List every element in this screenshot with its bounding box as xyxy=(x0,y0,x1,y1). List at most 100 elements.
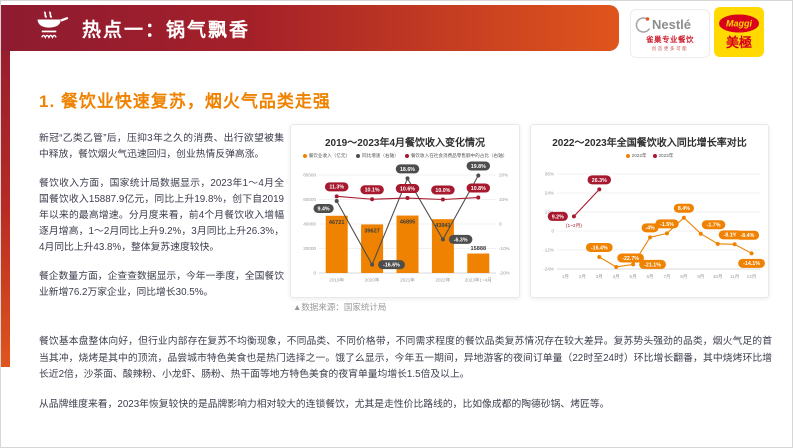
svg-text:-21.1%: -21.1% xyxy=(644,262,661,268)
nestle-tagline: 创造更多可能 xyxy=(651,46,689,51)
legend-item: 餐饮业收入（亿元） xyxy=(302,153,351,159)
svg-text:43941: 43941 xyxy=(435,223,451,229)
svg-text:46895: 46895 xyxy=(400,220,416,226)
legend-item: 2023年 xyxy=(652,153,674,159)
legend-label: 同比增速（右轴） xyxy=(362,153,399,158)
intro-column: 新冠“乙类乙管”后，压抑3年之久的消费、出行欲望被集中释放，餐饮烟火气迅速回归，… xyxy=(39,131,284,314)
svg-text:10.6%: 10.6% xyxy=(400,186,415,192)
svg-text:-1.5%: -1.5% xyxy=(660,222,674,228)
svg-text:6月: 6月 xyxy=(646,274,653,280)
svg-text:2021年: 2021年 xyxy=(400,277,415,284)
svg-text:46721: 46721 xyxy=(329,220,345,226)
revenue-change-chart-card: 2019～2023年4月餐饮收入变化情况 餐饮业收入（亿元） 同比增速（右轴） 餐饮… xyxy=(290,124,520,298)
header-banner: 热点一：锅气飘香 xyxy=(1,5,619,51)
svg-text:-16.4%: -16.4% xyxy=(591,245,608,251)
svg-text:2020年: 2020年 xyxy=(365,277,380,284)
legend-item: 餐饮收入在社会消费品零售额中的占比（右轴） xyxy=(404,153,508,159)
svg-text:-8.4%: -8.4% xyxy=(740,233,754,239)
svg-text:-1.7%: -1.7% xyxy=(707,223,721,229)
legend-item: 2022年 xyxy=(625,153,647,159)
svg-text:26.3%: 26.3% xyxy=(592,178,607,184)
svg-text:10.8%: 10.8% xyxy=(471,186,486,192)
legend-dot xyxy=(652,154,657,158)
svg-text:10月: 10月 xyxy=(713,274,723,280)
legend-item: 同比增速（右轴） xyxy=(356,153,399,159)
wok-icon xyxy=(35,11,69,45)
left-accent-bar xyxy=(1,5,10,367)
intro-paragraph: 餐饮收入方面，国家统计局数据显示，2023年1～4月全国餐饮收入15887.9亿… xyxy=(39,177,284,253)
svg-text:-4%: -4% xyxy=(645,226,655,232)
svg-text:5月: 5月 xyxy=(630,274,637,280)
svg-text:2月: 2月 xyxy=(579,274,586,280)
svg-text:39627: 39627 xyxy=(364,228,380,234)
data-source-caption: ▲数据来源：国家统计局 xyxy=(293,302,387,312)
maggi-wordmark: Maggi xyxy=(726,18,752,28)
svg-text:20000: 20000 xyxy=(303,246,316,251)
svg-text:9.4%: 9.4% xyxy=(318,206,330,212)
svg-text:0: 0 xyxy=(313,271,316,276)
maggi-cn-label: 美極 xyxy=(725,34,752,50)
svg-text:9月: 9月 xyxy=(697,274,704,280)
svg-text:0: 0 xyxy=(551,229,554,234)
svg-text:40000: 40000 xyxy=(303,222,316,227)
svg-text:60000: 60000 xyxy=(303,197,316,202)
svg-text:(1~2月): (1~2月) xyxy=(566,223,583,229)
maggi-oval-graphic: Maggi xyxy=(719,14,759,32)
revenue-change-chart: 80000 20% 60000 10% 40000 0 20000 -10% 0 -20% 4672… xyxy=(303,161,510,284)
svg-text:10%: 10% xyxy=(499,197,508,202)
nestle-wordmark: Nestlé xyxy=(652,17,691,32)
svg-text:-20%: -20% xyxy=(499,271,510,276)
svg-text:15888: 15888 xyxy=(471,246,487,252)
svg-text:12%: 12% xyxy=(545,210,554,215)
svg-text:36%: 36% xyxy=(545,172,554,177)
svg-text:24%: 24% xyxy=(545,191,554,196)
nestle-wordmark-graphic: Nestlé xyxy=(635,17,691,33)
svg-text:80000: 80000 xyxy=(303,173,316,178)
nestle-logo: Nestlé 雀巢专业餐饮 创造更多可能 xyxy=(630,9,710,58)
svg-text:18.6%: 18.6% xyxy=(400,167,415,173)
svg-text:12月: 12月 xyxy=(747,274,757,280)
svg-text:11月: 11月 xyxy=(730,274,739,280)
legend-label: 2023年 xyxy=(658,153,674,158)
svg-text:2023年1~4月: 2023年1~4月 xyxy=(465,277,492,284)
growth-compare-chart: 36% 24% 12% 0 -12% -24% 1月 2月 3月 4月 5月 6月 7月 8月 9月 10月 1… xyxy=(543,172,765,280)
nestle-cn-label: 雀巢专业餐饮 xyxy=(646,35,694,44)
svg-text:10.1%: 10.1% xyxy=(365,188,380,194)
legend-label: 餐饮业收入（亿元） xyxy=(308,153,351,158)
section-title: 1. 餐饮业快速复苏，烟火气品类走强 xyxy=(39,92,331,111)
svg-text:1月: 1月 xyxy=(562,274,569,280)
legend-dot xyxy=(404,154,409,158)
intro-paragraph: 新冠“乙类乙管”后，压抑3年之久的消费、出行欲望被集中释放，餐饮烟火气迅速回归，… xyxy=(39,133,284,160)
svg-text:8.4%: 8.4% xyxy=(678,206,690,212)
svg-text:19.8%: 19.8% xyxy=(471,164,486,170)
legend-label: 餐饮收入在社会消费品零售额中的占比（右轴） xyxy=(410,153,508,158)
legend-label: 2022年 xyxy=(631,153,647,158)
legend-dot xyxy=(356,154,361,158)
svg-text:2019年: 2019年 xyxy=(329,277,344,284)
svg-text:11.3%: 11.3% xyxy=(329,185,344,191)
chart-title: 2019～2023年4月餐饮收入变化情况 xyxy=(324,138,486,149)
bottom-paragraph: 餐饮基本盘整体向好，但行业内部存在复苏不均衡现象，不同品类、不同价格带，不同需求… xyxy=(39,336,772,381)
bottom-text: 餐饮基本盘整体向好，但行业内部存在复苏不均衡现象，不同品类、不同价格带，不同需求… xyxy=(39,334,772,427)
bottom-paragraph: 从品牌维度来看，2023年恢复较快的是品牌影响力相对较大的连锁餐饮，尤其是走性价… xyxy=(39,398,610,410)
svg-text:20%: 20% xyxy=(499,173,508,178)
svg-text:7月: 7月 xyxy=(663,274,670,280)
intro-paragraph: 餐企数量方面，企查查数据显示，今年一季度，全国餐饮业新增76.2万家企业，同比增… xyxy=(39,270,284,298)
page-title: 热点一：锅气飘香 xyxy=(82,19,251,41)
svg-text:9.2%: 9.2% xyxy=(552,214,564,220)
svg-text:-16.6%: -16.6% xyxy=(383,263,400,269)
maggi-logo: Maggi 美極 xyxy=(714,7,764,57)
svg-text:-8.1%: -8.1% xyxy=(724,233,738,239)
svg-text:3月: 3月 xyxy=(596,274,603,280)
chart-legend: 餐饮业收入（亿元） 同比增速（右轴） 餐饮收入在社会消费品零售额中的占比（右轴） xyxy=(291,153,519,159)
svg-text:-24%: -24% xyxy=(543,267,554,272)
chart-title: 2022～2023年全国餐饮收入同比增长率对比 xyxy=(552,138,747,149)
svg-text:-10%: -10% xyxy=(499,246,510,251)
legend-dot xyxy=(302,154,307,158)
svg-text:-14.1%: -14.1% xyxy=(743,261,760,267)
svg-text:0: 0 xyxy=(499,222,502,227)
svg-text:4月: 4月 xyxy=(613,274,620,280)
svg-text:8月: 8月 xyxy=(680,274,687,280)
svg-text:-6.3%: -6.3% xyxy=(454,237,468,243)
